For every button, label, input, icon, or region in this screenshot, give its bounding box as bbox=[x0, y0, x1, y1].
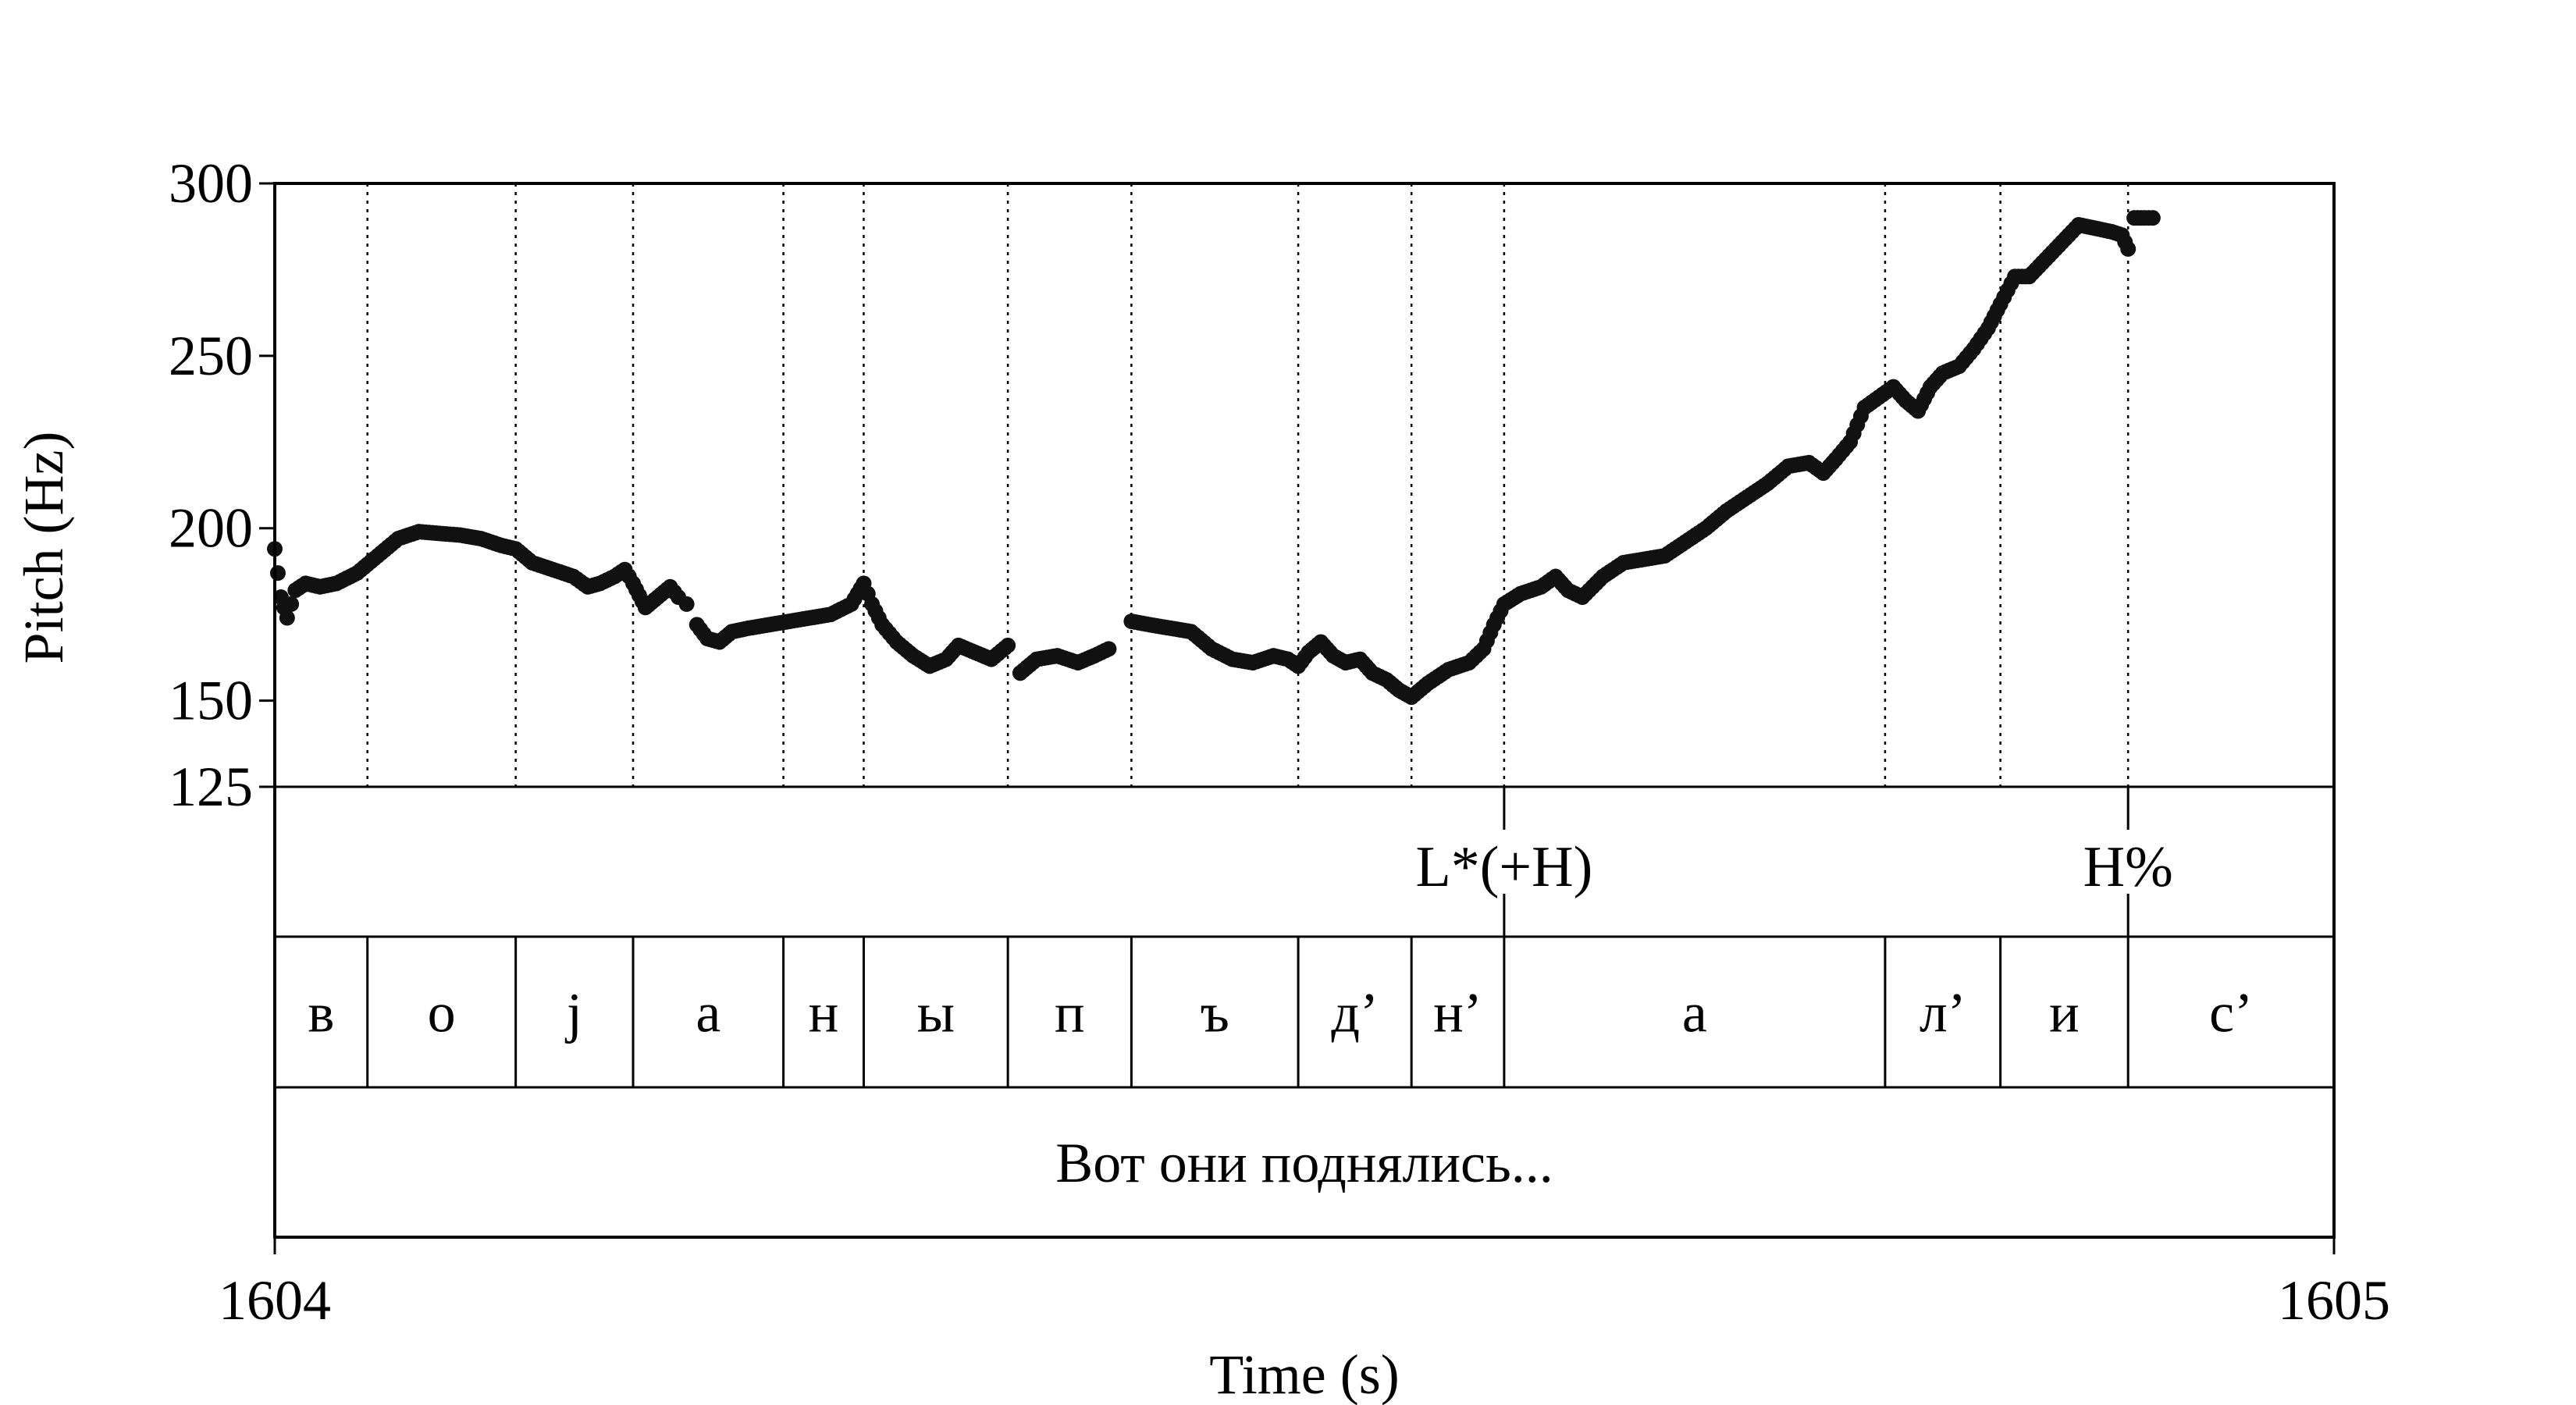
segment-label: ъ bbox=[1201, 982, 1229, 1044]
segment-tier: в о j а н ы п ъ д’ н’ а л’ и с’ bbox=[308, 982, 2253, 1044]
x-tick-label: 1604 bbox=[219, 1269, 331, 1332]
pitch-point bbox=[279, 610, 295, 626]
pitch-point bbox=[678, 596, 695, 612]
y-tick-label: 300 bbox=[169, 152, 253, 215]
segment-label: а bbox=[696, 982, 720, 1044]
y-tick-label: 150 bbox=[169, 670, 253, 732]
plot-frame bbox=[273, 182, 2336, 1239]
sentence-label: Вот они поднялись... bbox=[1055, 1132, 1553, 1194]
x-axis-ticks: 1604 1605 bbox=[219, 1237, 2390, 1332]
segment-label: д’ bbox=[1331, 982, 1379, 1044]
segment-label: н’ bbox=[1433, 982, 1482, 1044]
x-axis-label: Time (s) bbox=[1209, 1343, 1399, 1405]
segment-label: j bbox=[564, 982, 582, 1044]
y-axis-ticks: 300 250 200 150 125 bbox=[169, 152, 275, 818]
y-tick-label: 250 bbox=[169, 325, 253, 387]
y-tick-label: 125 bbox=[169, 756, 253, 818]
y-tick-label: 200 bbox=[169, 497, 253, 560]
tone-label: H% bbox=[2083, 835, 2173, 899]
pitch-points bbox=[267, 210, 2161, 706]
pitch-point bbox=[2120, 240, 2137, 257]
pitch-point bbox=[283, 596, 300, 612]
x-tick-label: 1605 bbox=[2278, 1269, 2390, 1332]
boundary-lines bbox=[366, 183, 2129, 1087]
tone-tier: L*(+H) H% bbox=[1416, 787, 2173, 937]
tier-frames bbox=[275, 785, 2334, 1089]
y-axis-label: Pitch (Hz) bbox=[12, 432, 75, 664]
pitch-point bbox=[269, 565, 286, 582]
segment-label: а bbox=[1682, 982, 1707, 1044]
segment-label: в bbox=[308, 982, 334, 1044]
segment-label: п bbox=[1055, 982, 1085, 1044]
pitch-point bbox=[2144, 210, 2161, 226]
segment-label: н bbox=[809, 982, 839, 1044]
segment-label: ы bbox=[917, 982, 955, 1044]
segment-label: с’ bbox=[2209, 982, 2253, 1044]
tone-label: L*(+H) bbox=[1416, 835, 1593, 899]
pitch-point bbox=[1101, 641, 1117, 657]
segment-label: и bbox=[2049, 982, 2080, 1044]
segment-label: о bbox=[428, 982, 456, 1044]
segment-label: л’ bbox=[1920, 982, 1966, 1044]
pitch-point bbox=[1000, 637, 1016, 653]
